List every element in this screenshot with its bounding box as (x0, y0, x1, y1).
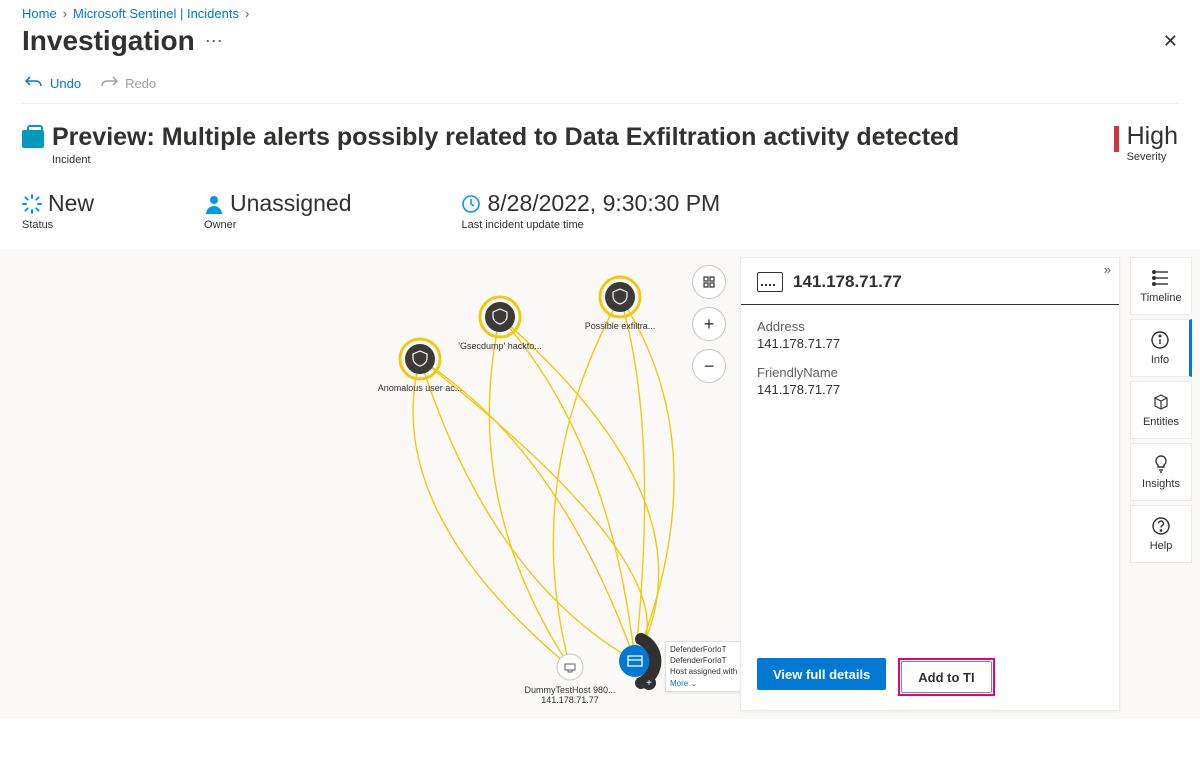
redo-button: Redo (99, 73, 156, 93)
fit-button[interactable] (692, 265, 726, 299)
breadcrumb-path[interactable]: Microsoft Sentinel | Incidents (73, 6, 239, 21)
view-details-button[interactable]: View full details (757, 658, 886, 690)
breadcrumb: Home › Microsoft Sentinel | Incidents › (0, 0, 1200, 21)
meta-row: New Status Unassigned Owner 8/28/2022, 9… (0, 166, 1200, 249)
time-value: 8/28/2022, 9:30:30 PM (461, 190, 720, 217)
rail-info-label: Info (1151, 354, 1169, 366)
status-icon (22, 194, 42, 214)
side-rail: Timeline Info Entities Insights Help (1130, 257, 1192, 563)
chevron-right-icon: › (63, 6, 67, 21)
entities-icon (1151, 392, 1171, 412)
briefcase-icon (22, 130, 44, 148)
status-label: Status (22, 219, 94, 231)
chevron-right-icon: › (245, 6, 249, 21)
rail-timeline[interactable]: Timeline (1130, 257, 1192, 315)
timeline-icon (1151, 268, 1171, 288)
severity-bar (1114, 126, 1119, 152)
ip-icon (757, 272, 783, 292)
friendly-label: FriendlyName (757, 365, 1103, 380)
breadcrumb-home[interactable]: Home (22, 6, 57, 21)
status-text: New (48, 190, 94, 217)
graph-controls: + − (692, 265, 726, 383)
rail-entities-label: Entities (1143, 416, 1179, 428)
popup-row: Host assigned with (670, 666, 738, 677)
more-icon[interactable]: ⋯ (205, 31, 223, 52)
popup-more[interactable]: More ⌄ (670, 678, 738, 689)
rail-help[interactable]: Help (1130, 505, 1192, 563)
info-icon (1150, 330, 1170, 350)
svg-text:'Gsecdump' hackto...: 'Gsecdump' hackto... (458, 341, 541, 351)
popup-row: DefenderForIoT (670, 644, 738, 655)
incident-label: Incident (52, 154, 959, 166)
rail-info[interactable]: Info (1130, 319, 1192, 377)
svg-text:DummyTestHost 980...: DummyTestHost 980... (524, 685, 615, 695)
person-icon (204, 194, 224, 214)
rail-timeline-label: Timeline (1140, 292, 1181, 304)
investigation-graph[interactable]: Anomalous user ac... 'Gsecdump' hackto...… (0, 249, 1200, 719)
severity-label: Severity (1127, 151, 1178, 163)
time-label: Last incident update time (461, 219, 720, 231)
toolbar: Undo Redo (0, 67, 1200, 103)
friendly-value: 141.178.71.77 (757, 382, 1103, 397)
close-icon[interactable]: ✕ (1163, 31, 1178, 52)
svg-text:Possible exfiltra...: Possible exfiltra... (585, 321, 656, 331)
popup-row: DefenderForIoT (670, 655, 738, 666)
zoom-out-button[interactable]: − (692, 349, 726, 383)
clock-icon (461, 194, 481, 214)
add-to-ti-button[interactable]: Add to TI (901, 661, 991, 693)
highlight-add-ti: Add to TI (898, 658, 994, 696)
redo-icon (99, 73, 119, 93)
rail-entities[interactable]: Entities (1130, 381, 1192, 439)
time-text: 8/28/2022, 9:30:30 PM (487, 190, 720, 217)
lightbulb-icon (1151, 454, 1171, 474)
page-title-bar: Investigation ⋯ ✕ (0, 21, 1200, 67)
panel-title: 141.178.71.77 (793, 272, 902, 292)
status-value: New (22, 190, 94, 217)
owner-label: Owner (204, 219, 351, 231)
owner-text: Unassigned (230, 190, 351, 217)
rail-help-label: Help (1150, 540, 1173, 552)
svg-text:Anomalous user ac...: Anomalous user ac... (378, 383, 463, 393)
rail-insights-label: Insights (1142, 478, 1180, 490)
severity-block: High Severity (1114, 122, 1178, 163)
entity-panel: » 141.178.71.77 Address 141.178.71.77 Fr… (740, 257, 1120, 711)
node-popup: DefenderForIoTDefenderForIoTHost assigne… (665, 641, 743, 692)
svg-text:141.178.71.77: 141.178.71.77 (541, 695, 599, 705)
rail-insights[interactable]: Insights (1130, 443, 1192, 501)
owner-value: Unassigned (204, 190, 351, 217)
address-label: Address (757, 319, 1103, 334)
zoom-in-button[interactable]: + (692, 307, 726, 341)
redo-label: Redo (125, 76, 156, 91)
address-value: 141.178.71.77 (757, 336, 1103, 351)
help-icon (1151, 516, 1171, 536)
severity-value: High (1127, 122, 1178, 151)
svg-text:+: + (646, 678, 652, 689)
incident-header: Preview: Multiple alerts possibly relate… (0, 104, 1200, 166)
undo-label: Undo (50, 76, 81, 91)
page-title: Investigation (22, 25, 195, 57)
incident-title: Preview: Multiple alerts possibly relate… (52, 122, 959, 152)
undo-button[interactable]: Undo (24, 73, 81, 93)
undo-icon (24, 73, 44, 93)
